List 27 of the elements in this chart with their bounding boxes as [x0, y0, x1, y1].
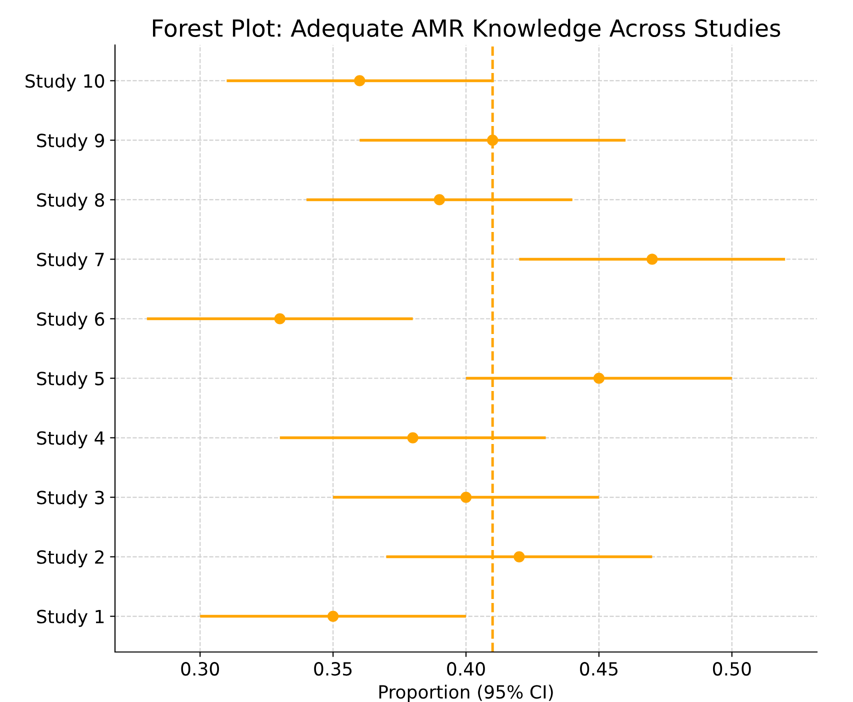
point — [514, 551, 525, 562]
point — [327, 610, 339, 622]
y-tick-label: Study 4 — [37, 430, 104, 448]
y-tick-label: Study 6 — [37, 312, 104, 330]
y-tick-label: Study 2 — [37, 550, 104, 568]
x-tick-label: 0.35 — [314, 662, 352, 676]
x-tick-label: 0.50 — [713, 662, 751, 676]
y-tick-label: Study 10 — [26, 74, 104, 92]
point — [460, 492, 472, 503]
x-axis-title: Proportion (95% CI) — [379, 684, 553, 702]
y-tick-label: Study 9 — [37, 133, 104, 151]
x-tick-label: 0.45 — [580, 662, 618, 676]
y-tick-label: Study 3 — [37, 490, 104, 508]
point — [487, 134, 498, 146]
y-tick-label: Study 7 — [37, 252, 104, 270]
point — [593, 372, 605, 384]
y-tick-label: Study 1 — [37, 609, 104, 627]
x-tick-label: 0.40 — [447, 662, 485, 676]
x-tick-label: 0.30 — [181, 662, 219, 676]
y-tick-label: Study 5 — [37, 371, 104, 389]
point — [354, 75, 366, 86]
point — [407, 432, 418, 444]
chart-title: Forest Plot: Adequate AMR Knowledge Across Studies — [153, 18, 780, 42]
point — [274, 313, 286, 324]
point — [434, 194, 445, 206]
y-tick-label: Study 8 — [37, 192, 104, 210]
point — [646, 254, 658, 265]
